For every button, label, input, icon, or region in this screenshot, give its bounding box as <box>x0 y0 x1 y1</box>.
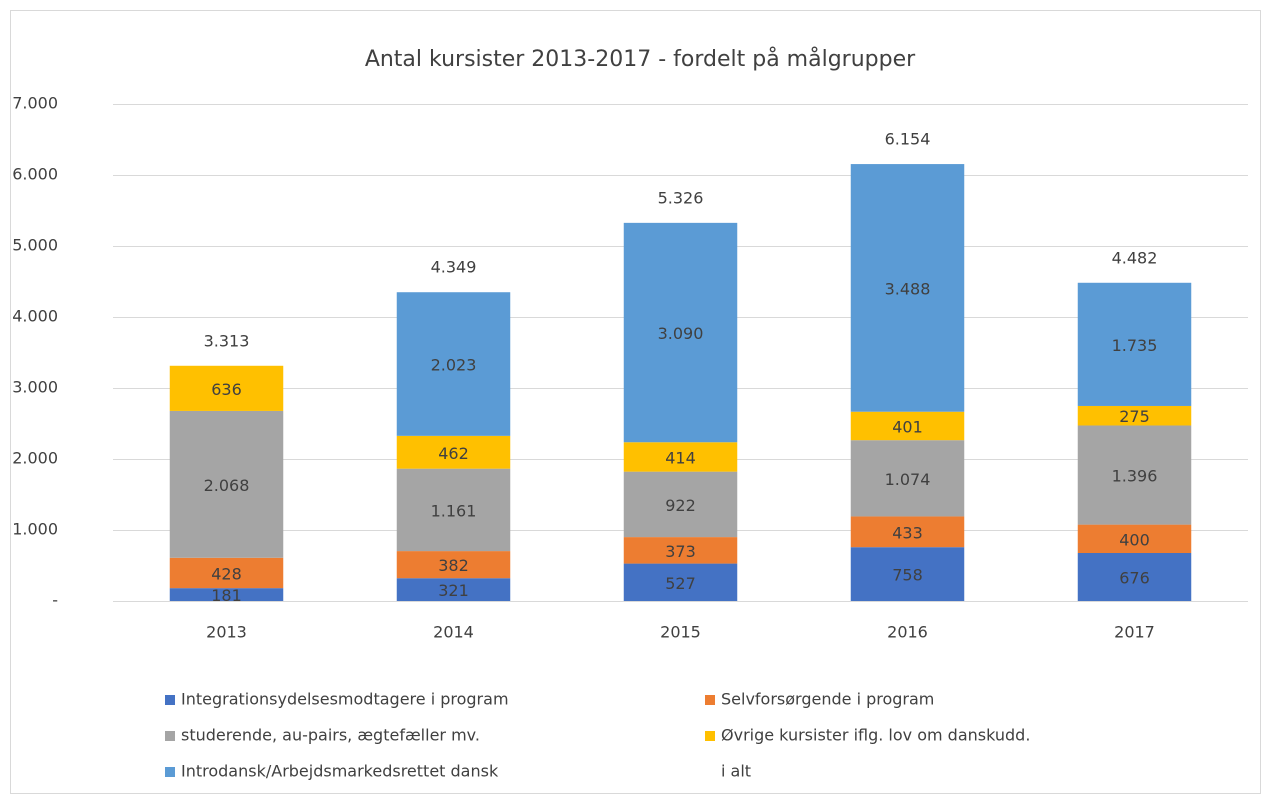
bar-segment <box>396 468 511 552</box>
bar-segment <box>1077 405 1192 426</box>
legend-marker <box>165 695 175 705</box>
bar-segment <box>623 471 738 538</box>
y-tick-label: 7.000 <box>12 94 58 113</box>
x-tick-label: 2016 <box>887 623 928 642</box>
y-tick-label: 3.000 <box>12 378 58 397</box>
data-label: 1.074 <box>885 470 931 489</box>
total-label: 4.349 <box>431 258 477 277</box>
data-label: 382 <box>438 556 469 575</box>
data-label: 321 <box>438 581 469 600</box>
data-label: 275 <box>1119 407 1150 426</box>
y-tick-label: 2.000 <box>12 449 58 468</box>
chart-title: Antal kursister 2013-2017 - fordelt på m… <box>365 46 916 72</box>
legend-label: Selvforsørgende i program <box>721 690 934 709</box>
total-label: 5.326 <box>658 188 704 207</box>
bar-segment <box>850 516 965 548</box>
legend-label: Integrationsydelsesmodtagere i program <box>181 690 509 709</box>
data-label: 1.735 <box>1112 336 1158 355</box>
bar-segment <box>850 411 965 441</box>
legend-label: Øvrige kursister iflg. lov om danskudd. <box>721 726 1030 745</box>
bar-segment <box>169 365 284 411</box>
x-tick-label: 2015 <box>660 623 701 642</box>
bar-segment <box>623 537 738 564</box>
data-label: 1.161 <box>431 501 477 520</box>
bar-segment <box>396 551 511 579</box>
bar-segment <box>850 440 965 517</box>
y-tick-label: 5.000 <box>12 236 58 255</box>
y-tick-label: 6.000 <box>12 165 58 184</box>
bar-segment <box>1077 282 1192 406</box>
legend-marker <box>165 767 175 777</box>
data-label: 922 <box>665 496 696 515</box>
bar-segment <box>850 547 965 601</box>
data-label: 758 <box>892 566 923 585</box>
legend-marker <box>165 731 175 741</box>
x-tick-label: 2014 <box>433 623 474 642</box>
data-label: 181 <box>211 586 242 605</box>
legend-label: Introdansk/Arbejdsmarkedsrettet dansk <box>181 762 499 781</box>
bar-segment <box>396 292 511 436</box>
bar-segment <box>1077 524 1192 554</box>
data-label: 433 <box>892 523 923 542</box>
data-label: 2.023 <box>431 356 477 375</box>
total-label: 4.482 <box>1112 248 1158 267</box>
x-tick-label: 2013 <box>206 623 247 642</box>
y-tick-label: - <box>52 591 58 610</box>
data-label: 462 <box>438 444 469 463</box>
x-tick-label: 2017 <box>1114 623 1155 642</box>
bar-segment <box>623 222 738 443</box>
y-tick-label: 4.000 <box>12 307 58 326</box>
bar-segment <box>850 164 965 412</box>
data-label: 3.090 <box>658 324 704 343</box>
data-label: 373 <box>665 542 696 561</box>
bar-segment <box>1077 553 1192 601</box>
legend-marker <box>705 731 715 741</box>
data-label: 414 <box>665 448 696 467</box>
total-label: 6.154 <box>885 130 931 149</box>
bar-segment <box>623 563 738 601</box>
legend-label: i alt <box>721 762 751 781</box>
total-label: 3.313 <box>204 331 250 350</box>
bar-segment <box>396 578 511 601</box>
y-tick-label: 1.000 <box>12 520 58 539</box>
data-label: 3.488 <box>885 279 931 298</box>
data-label: 2.068 <box>204 476 250 495</box>
data-label: 428 <box>211 564 242 583</box>
data-label: 400 <box>1119 530 1150 549</box>
bar-segment <box>169 410 284 558</box>
legend-label: studerende, au-pairs, ægtefæller mv. <box>181 726 480 745</box>
bar-segment <box>169 557 284 589</box>
data-label: 401 <box>892 417 923 436</box>
data-label: 1.396 <box>1112 467 1158 486</box>
data-label: 527 <box>665 574 696 593</box>
bar-segment <box>623 442 738 472</box>
data-label: 676 <box>1119 569 1150 588</box>
legend-marker <box>705 695 715 705</box>
bar-segment <box>396 435 511 469</box>
bar-segment <box>169 588 284 601</box>
bar-segment <box>1077 425 1192 525</box>
data-label: 636 <box>211 380 242 399</box>
